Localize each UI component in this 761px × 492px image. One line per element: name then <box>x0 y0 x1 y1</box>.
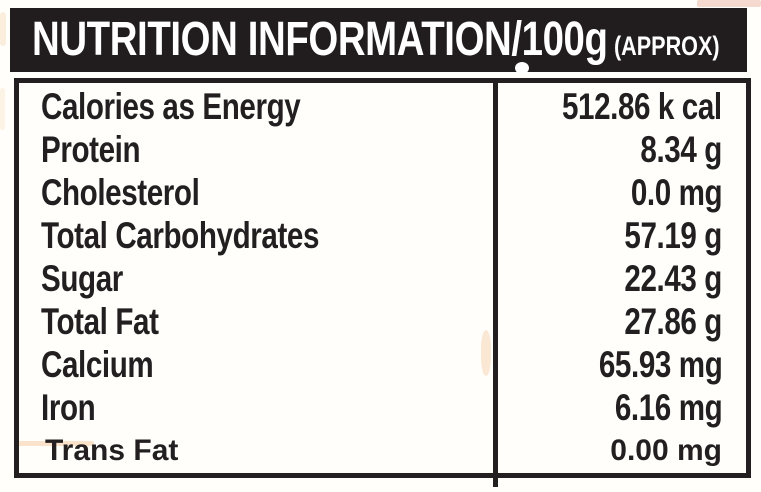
nutrient-value: 57.19 g <box>624 214 722 256</box>
nutrient-label-cell: Calcium <box>19 344 493 386</box>
nutrient-value-cell: 8.34 g <box>493 129 746 171</box>
nutrient-label-cell: Sugar <box>19 258 493 300</box>
table-row-iron: Iron 6.16 mg <box>19 387 746 430</box>
header-title: NUTRITION INFORMATION/100g <box>32 13 608 66</box>
table-row-calcium: Calcium 65.93 mg <box>19 344 746 387</box>
nutrient-value: 0.00 mg <box>610 434 722 468</box>
nutrient-value: 6.16 mg <box>614 387 723 429</box>
column-divider <box>493 83 498 487</box>
nutrient-value-cell: 0.00 mg <box>493 434 746 468</box>
table-row-total-fat: Total Fat 27.86 g <box>19 301 746 344</box>
nutrient-label: Protein <box>41 128 141 170</box>
nutrient-label: Sugar <box>41 257 123 299</box>
nutrient-value-cell: 512.86 k cal <box>493 86 746 128</box>
nutrient-value: 8.34 g <box>640 128 722 170</box>
nutrient-value: 65.93 mg <box>598 344 723 386</box>
header-approx-note: (APPROX) <box>613 31 720 61</box>
nutrition-table: Calories as Energy 512.86 k cal Protein … <box>14 78 751 487</box>
table-row-total-carbohydrates: Total Carbohydrates 57.19 g <box>19 214 746 257</box>
nutrient-label: Trans Fat <box>45 434 179 468</box>
nutrient-label-cell: Total Carbohydrates <box>19 215 493 257</box>
nutrient-label: Total Carbohydrates <box>41 214 320 256</box>
header-title-group: NUTRITION INFORMATION/100g (APPROX) <box>32 8 720 78</box>
nutrient-value-cell: 65.93 mg <box>493 344 746 386</box>
table-row-calories: Calories as Energy 512.86 k cal <box>19 85 746 128</box>
nutrient-value-cell: 6.16 mg <box>493 387 746 429</box>
nutrient-value: 0.0 mg <box>630 171 723 213</box>
nutrient-value: 27.86 g <box>624 301 722 343</box>
scan-artifact <box>515 62 529 74</box>
table-row-protein: Protein 8.34 g <box>19 128 746 171</box>
nutrient-label-cell: Protein <box>19 129 493 171</box>
nutrient-label-cell: Total Fat <box>19 301 493 343</box>
nutrient-label: Cholesterol <box>41 171 200 213</box>
nutrient-value-cell: 27.86 g <box>493 301 746 343</box>
nutrient-label-cell: Trans Fat <box>19 434 493 468</box>
nutrient-label: Iron <box>41 387 96 429</box>
table-row-cholesterol: Cholesterol 0.0 mg <box>19 171 746 214</box>
nutrient-label-cell: Iron <box>19 387 493 429</box>
nutrient-value: 22.43 g <box>624 257 722 299</box>
table-row-trans-fat: Trans Fat 0.00 mg <box>19 430 746 473</box>
nutrient-label: Calories as Energy <box>41 85 301 127</box>
table-row-sugar: Sugar 22.43 g <box>19 257 746 300</box>
scan-artifact <box>0 12 6 46</box>
scan-artifact <box>697 0 761 7</box>
nutrient-value-cell: 22.43 g <box>493 258 746 300</box>
nutrient-label: Calcium <box>41 344 154 386</box>
nutrient-label-cell: Cholesterol <box>19 172 493 214</box>
nutrition-rows: Calories as Energy 512.86 k cal Protein … <box>19 83 746 473</box>
nutrient-value: 512.86 k cal <box>562 85 722 127</box>
scan-artifact <box>0 88 5 130</box>
header-bar: NUTRITION INFORMATION/100g (APPROX) <box>10 8 747 74</box>
nutrient-value-cell: 57.19 g <box>493 215 746 257</box>
nutrient-value-cell: 0.0 mg <box>493 172 746 214</box>
nutrient-label-cell: Calories as Energy <box>19 86 493 128</box>
nutrient-label: Total Fat <box>41 301 159 343</box>
